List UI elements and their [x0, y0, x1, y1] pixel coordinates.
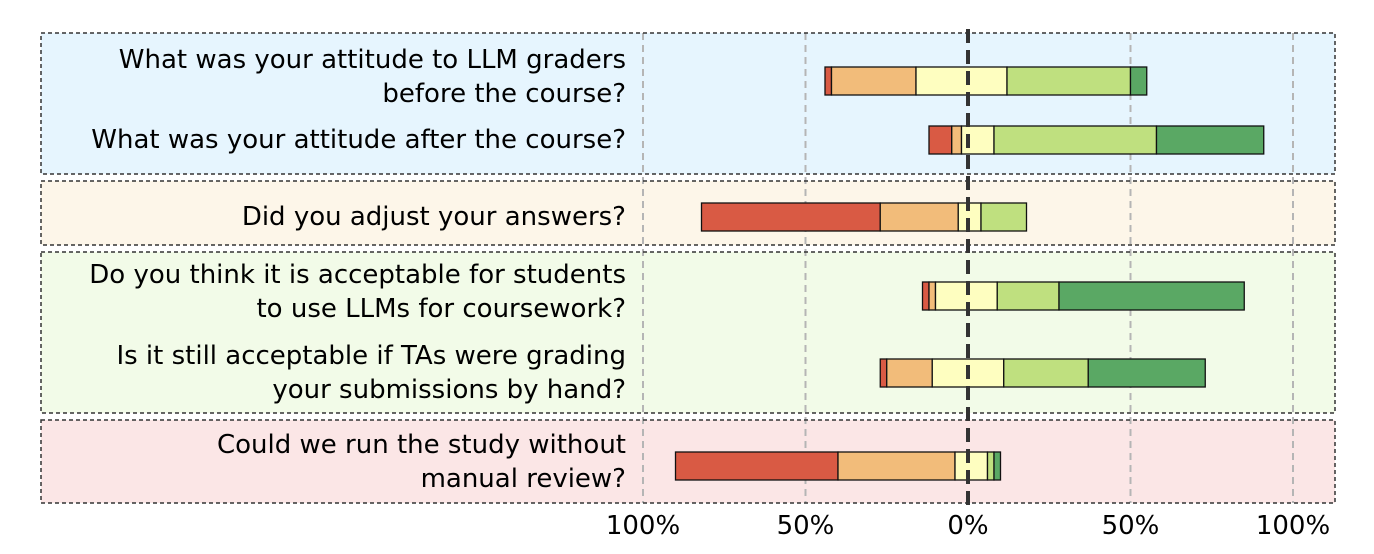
- bar-g1-q2-seg5: [1155, 125, 1265, 155]
- x-tick-label-4: 50%: [1102, 511, 1160, 541]
- bar-g1-q1-seg3: [915, 66, 1008, 96]
- question-label-g3-q2-line2: your submissions by hand?: [272, 375, 626, 405]
- bar-g1-q1-seg1: [824, 66, 833, 96]
- x-tick-label-1: 100%: [606, 511, 680, 541]
- x-tick-label-5: 100%: [1256, 511, 1330, 541]
- bar-g3-q1-seg4: [996, 281, 1060, 311]
- bar-g4-q1-seg1: [674, 451, 839, 481]
- grid-lines: [642, 33, 1294, 503]
- bar-g4-q1-seg2: [837, 451, 956, 481]
- group-border-2: [40, 180, 1336, 246]
- question-label-g4-q1-line2: manual review?: [421, 464, 626, 494]
- bar-g3-q2-seg1: [879, 358, 888, 388]
- question-label-g1-q1-line2: before the course?: [382, 79, 626, 109]
- bars: [674, 66, 1265, 481]
- bar-g3-q1-seg1: [921, 281, 930, 311]
- question-label-g2-q1-line1: Did you adjust your answers?: [242, 202, 626, 232]
- bar-g4-q1-seg5: [993, 451, 1002, 481]
- bar-g2-q1-seg2: [879, 202, 959, 232]
- bar-g3-q2-seg2: [886, 358, 933, 388]
- bar-g3-q2-seg4: [1003, 358, 1089, 388]
- question-labels: What was your attitude to LLM graders bef…: [89, 45, 626, 494]
- bar-g4-q1-seg4: [986, 451, 995, 481]
- bar-g2-q1-seg1: [700, 202, 881, 232]
- bar-g1-q2-seg2: [951, 125, 963, 155]
- group-separators: [40, 32, 1336, 504]
- question-label-g4-q1-line1: Could we run the study without: [217, 430, 626, 460]
- group-border-4: [40, 419, 1336, 504]
- bar-g1-q2-seg4: [993, 125, 1158, 155]
- bar-g1-q1-seg4: [1006, 66, 1132, 96]
- x-tick-labels: 100% 50% 0% 50% 100%: [606, 511, 1330, 541]
- question-label-g3-q1-line2: to use LLMs for coursework?: [256, 294, 626, 324]
- group-border-3: [40, 251, 1336, 414]
- x-tick-label-3: 0%: [947, 511, 988, 541]
- question-label-g3-q1-line1: Do you think it is acceptable for studen…: [89, 260, 626, 290]
- bar-g4-q1-seg3: [954, 451, 989, 481]
- question-label-g1-q1-line1: What was your attitude to LLM graders: [119, 45, 626, 75]
- bar-g3-q2-seg5: [1087, 358, 1206, 388]
- group-background-2: [41, 181, 1335, 245]
- bar-g1-q1-seg5: [1129, 66, 1148, 96]
- group-border-1: [40, 32, 1336, 175]
- x-tick-label-2: 50%: [777, 511, 835, 541]
- question-label-g3-q2-line1: Is it still acceptable if TAs were gradi…: [116, 341, 626, 371]
- question-label-g1-q2-line1: What was your attitude after the course?: [91, 125, 626, 155]
- group-backgrounds: [41, 33, 1335, 503]
- bar-g2-q1-seg4: [980, 202, 1028, 232]
- bar-g1-q2-seg1: [928, 125, 953, 155]
- bar-g1-q1-seg2: [830, 66, 917, 96]
- bar-g3-q1-seg5: [1058, 281, 1245, 311]
- bar-g3-q1-seg2: [928, 281, 937, 311]
